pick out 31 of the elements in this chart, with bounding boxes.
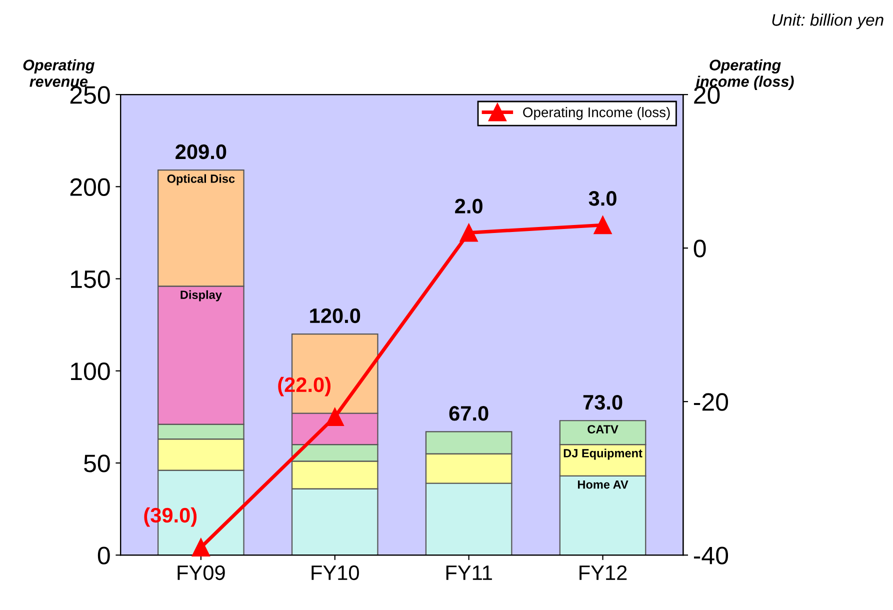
annotation: CATV	[588, 425, 618, 434]
total-label: 67.0	[449, 406, 488, 421]
y-tick-label: 200	[70, 178, 110, 196]
y2-tick-label: -20	[694, 393, 728, 411]
point	[192, 538, 210, 556]
y-tick-label: 0	[98, 546, 110, 564]
annotation: Optical Disc	[167, 174, 235, 186]
total-label: 73.0	[583, 394, 622, 410]
x-tick-label: FY12	[580, 565, 627, 580]
y-axis-title: Operating revenue	[23, 59, 94, 87]
y-tick-label: 250	[70, 86, 110, 104]
y-tick-label: 50	[84, 454, 110, 472]
legend-label: Operating Income (loss)	[523, 107, 670, 120]
data-label: 2.0	[455, 198, 482, 214]
y-tick-label: 100	[71, 362, 110, 380]
point	[326, 408, 344, 426]
x-tick-label: FY09	[178, 565, 225, 580]
annotation: Home AV	[578, 480, 628, 489]
point	[594, 216, 612, 234]
x-tick-label: FY10	[312, 565, 359, 580]
x-tick-label: FY11	[446, 566, 492, 580]
point	[460, 224, 478, 242]
y2-tick-label: 0	[694, 240, 706, 258]
total-label: 209.0	[176, 144, 226, 160]
data-label: 3.0	[588, 191, 616, 206]
total-label: 120.0	[310, 308, 360, 324]
annotation: Display	[180, 290, 222, 302]
y2-tick-label: -40	[694, 546, 728, 564]
text: Unit: billion yen	[772, 14, 884, 30]
annotation: DJ Equipment	[564, 448, 642, 460]
y-tick-label: 150	[71, 270, 110, 288]
